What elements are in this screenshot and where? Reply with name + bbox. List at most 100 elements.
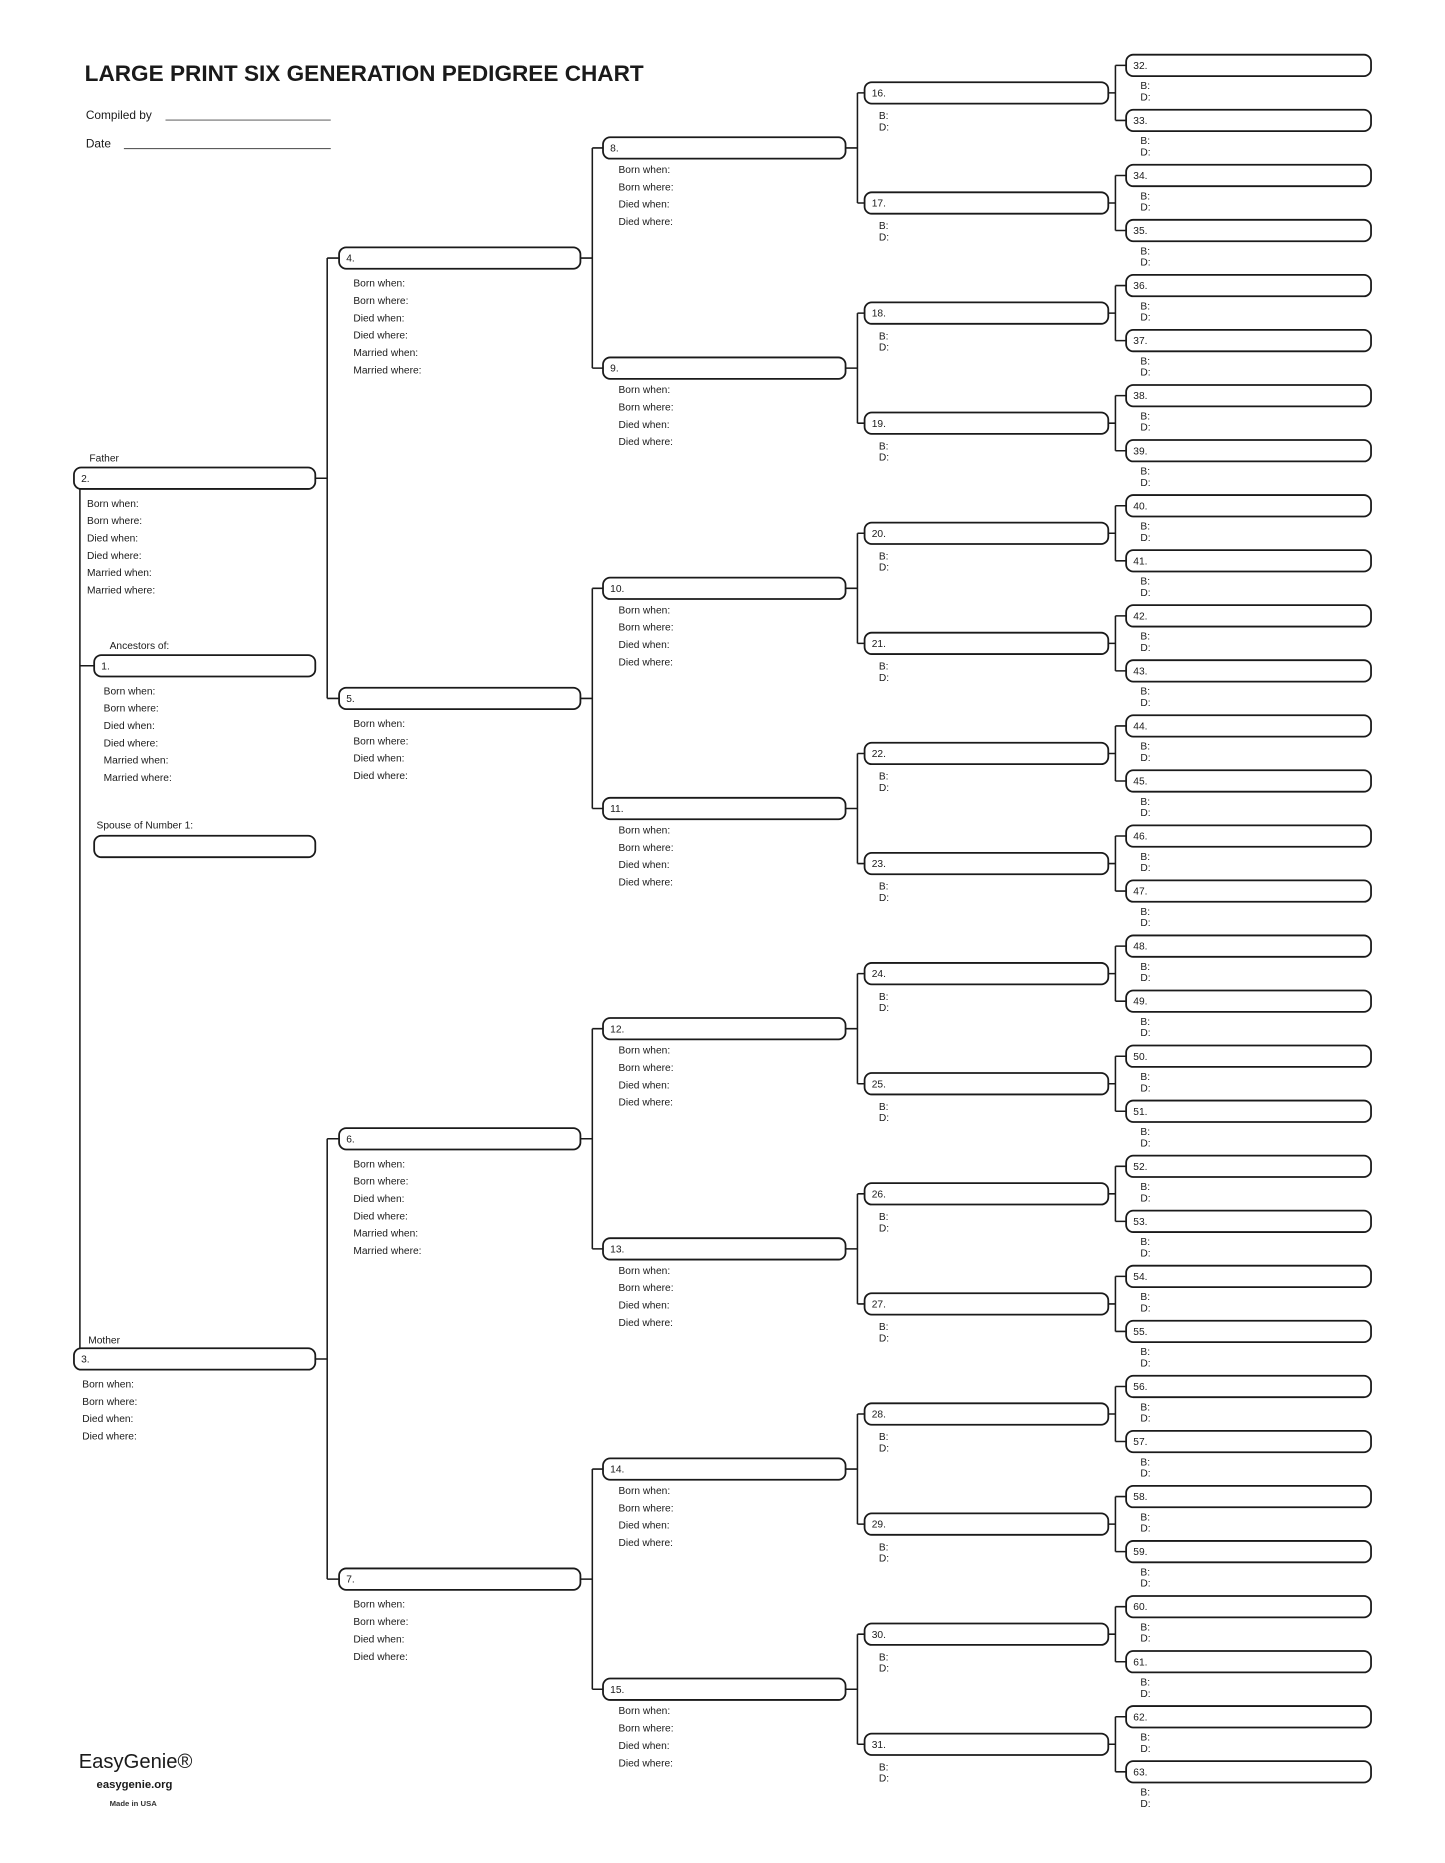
name-field[interactable] xyxy=(1125,824,1372,848)
field-label: D: xyxy=(1140,1744,1150,1755)
name-field[interactable] xyxy=(863,1182,1110,1206)
name-field[interactable] xyxy=(1125,659,1372,683)
name-field[interactable] xyxy=(1125,1099,1372,1123)
name-field[interactable] xyxy=(93,654,317,678)
ancestor-number: 40. xyxy=(1133,501,1147,512)
name-field[interactable] xyxy=(1125,384,1372,408)
field-label: D: xyxy=(1140,313,1150,324)
name-field[interactable] xyxy=(1125,1540,1372,1564)
name-field[interactable] xyxy=(1125,1154,1372,1178)
field-label: Born when: xyxy=(618,1706,670,1717)
name-field[interactable] xyxy=(863,1732,1110,1756)
name-field[interactable] xyxy=(1125,604,1372,628)
name-field[interactable] xyxy=(1125,549,1372,573)
ancestor-number: 13. xyxy=(610,1244,624,1255)
field-label: Born when: xyxy=(353,1159,405,1170)
field-label: D: xyxy=(1140,1359,1150,1370)
name-field[interactable] xyxy=(1125,1319,1372,1344)
name-field[interactable] xyxy=(73,466,317,490)
name-field[interactable] xyxy=(602,1017,847,1041)
name-field[interactable] xyxy=(1125,934,1372,958)
field-label: B: xyxy=(1140,687,1150,698)
field-label: Born where: xyxy=(87,516,142,527)
ancestor-number: 24. xyxy=(872,969,886,980)
name-field[interactable] xyxy=(1125,1595,1372,1619)
ancestor-16: 16. B:D: xyxy=(863,81,1110,133)
name-field[interactable] xyxy=(602,1677,847,1701)
ancestor-number: 17. xyxy=(872,199,886,210)
name-field[interactable] xyxy=(1125,273,1372,298)
field-label: D: xyxy=(879,1113,889,1124)
ancestor-number: 60. xyxy=(1133,1602,1147,1613)
ancestor-number: 39. xyxy=(1133,446,1147,457)
field-label: Died when: xyxy=(618,1080,669,1091)
name-field[interactable] xyxy=(863,1292,1110,1316)
name-field[interactable] xyxy=(1125,1374,1372,1399)
ancestor-53: 53. B:D: xyxy=(1125,1209,1372,1259)
name-field[interactable] xyxy=(863,1072,1110,1096)
field-label: B: xyxy=(1140,1402,1150,1413)
name-field[interactable] xyxy=(602,796,847,821)
name-field[interactable] xyxy=(1125,108,1372,133)
name-field[interactable] xyxy=(1125,1209,1372,1233)
name-field[interactable] xyxy=(1125,439,1372,463)
name-field[interactable] xyxy=(863,81,1110,105)
field-label: B: xyxy=(879,992,889,1003)
name-field[interactable] xyxy=(1125,163,1372,188)
name-field[interactable] xyxy=(602,136,847,160)
name-field[interactable] xyxy=(1125,494,1372,518)
name-field[interactable] xyxy=(863,1622,1110,1646)
ancestor-number: 42. xyxy=(1133,611,1147,622)
name-field[interactable] xyxy=(863,301,1110,325)
field-label: B: xyxy=(879,1322,889,1333)
name-field[interactable] xyxy=(1125,1264,1372,1288)
name-field[interactable] xyxy=(863,962,1110,986)
name-field[interactable] xyxy=(1125,1650,1372,1674)
name-field[interactable] xyxy=(1125,714,1372,738)
name-field[interactable] xyxy=(863,1512,1110,1536)
name-field[interactable] xyxy=(1125,1429,1372,1454)
name-field[interactable] xyxy=(863,411,1110,435)
name-field[interactable] xyxy=(602,1457,847,1481)
name-field[interactable] xyxy=(1125,53,1372,77)
field-label: D: xyxy=(879,673,889,684)
ancestor-number: 27. xyxy=(872,1299,886,1310)
spouse-name-field[interactable] xyxy=(93,834,317,859)
name-field[interactable] xyxy=(1125,218,1372,243)
connector-line xyxy=(1108,174,1127,232)
name-field[interactable] xyxy=(863,631,1110,655)
name-field[interactable] xyxy=(1125,1760,1372,1784)
ancestor-number: 56. xyxy=(1133,1382,1147,1393)
name-field[interactable] xyxy=(863,191,1110,215)
name-field[interactable] xyxy=(338,1127,582,1151)
field-label: D: xyxy=(1140,203,1150,214)
field-label: Died when: xyxy=(353,313,404,324)
name-field[interactable] xyxy=(602,356,847,380)
name-field[interactable] xyxy=(1125,1705,1372,1729)
name-field[interactable] xyxy=(1125,769,1372,793)
name-field[interactable] xyxy=(338,1567,582,1591)
name-field[interactable] xyxy=(863,521,1110,545)
name-field[interactable] xyxy=(863,741,1110,766)
name-field[interactable] xyxy=(1125,1484,1372,1509)
connector-line xyxy=(580,147,604,369)
field-label: Died where: xyxy=(618,657,673,668)
name-field[interactable] xyxy=(1125,329,1372,353)
name-field[interactable] xyxy=(73,1347,317,1371)
field-label: Died when: xyxy=(353,1634,404,1645)
name-field[interactable] xyxy=(338,686,582,711)
name-field[interactable] xyxy=(602,576,847,600)
name-field[interactable] xyxy=(1125,1044,1372,1068)
ancestor-number: 28. xyxy=(872,1410,886,1421)
name-field[interactable] xyxy=(602,1237,847,1261)
name-field[interactable] xyxy=(863,1402,1110,1426)
name-field[interactable] xyxy=(338,246,582,270)
ancestor-45: 45. B:D: xyxy=(1125,769,1372,819)
ancestor-number: 30. xyxy=(872,1630,886,1641)
ancestor-30: 30. B:D: xyxy=(863,1622,1110,1675)
name-field[interactable] xyxy=(863,851,1110,876)
name-field[interactable] xyxy=(1125,879,1372,903)
name-field[interactable] xyxy=(1125,989,1372,1013)
field-label: D: xyxy=(879,1554,889,1565)
ancestor-number: 12. xyxy=(610,1024,624,1035)
